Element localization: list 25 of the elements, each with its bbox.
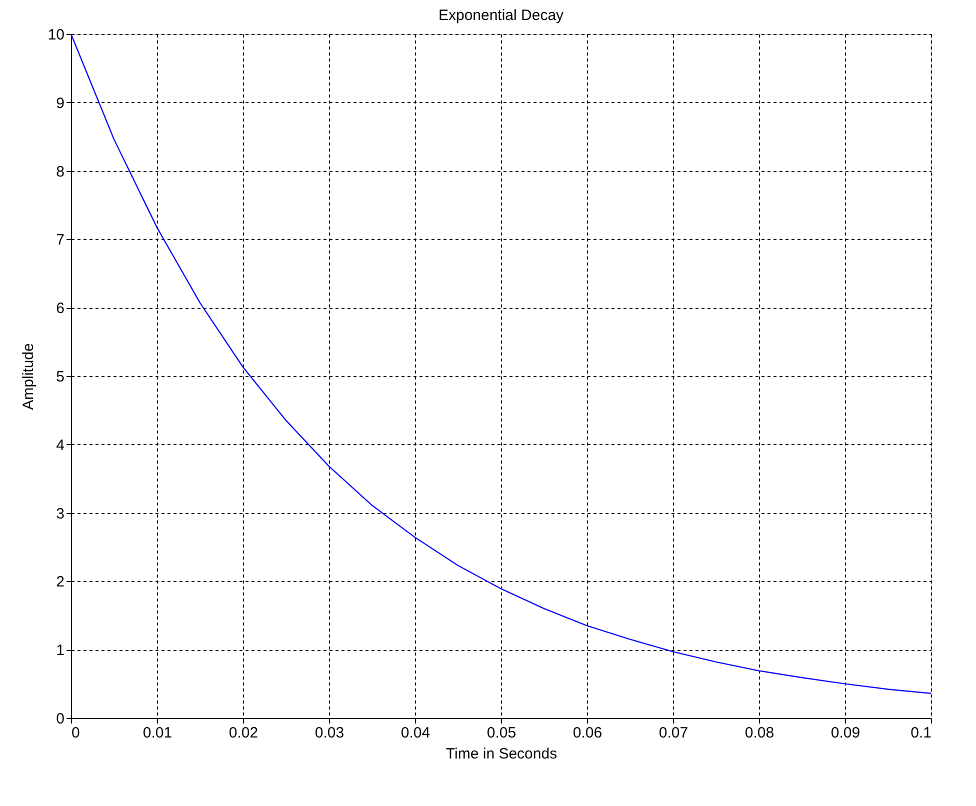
- y-tick-label: 8: [56, 163, 64, 180]
- x-tick-label: 0.04: [400, 724, 430, 742]
- y-tick-label: 0: [56, 710, 64, 728]
- x-axis-title: Time in Seconds: [446, 746, 558, 762]
- y-tick-label: 5: [56, 368, 64, 386]
- x-tick-label: 0.05: [486, 724, 516, 742]
- y-tick-label: 1: [56, 642, 64, 660]
- x-tick-label: 0.08: [744, 724, 774, 742]
- y-tick-label: 7: [56, 232, 64, 249]
- x-tick-label: 0.09: [830, 724, 860, 742]
- x-tick-label: 0: [72, 724, 80, 742]
- x-tick-label: 0.07: [658, 724, 688, 742]
- y-tick-label: 9: [56, 94, 64, 112]
- y-axis-title: Amplitude: [20, 343, 37, 410]
- x-tick-label: 0.1: [910, 724, 932, 742]
- y-tick-label: 4: [56, 436, 64, 454]
- x-tick-label: 0.02: [228, 724, 258, 742]
- y-tick-label: 3: [56, 505, 64, 522]
- x-tick-label: 0.03: [314, 724, 344, 742]
- y-tick-label: 10: [48, 26, 64, 44]
- y-tick-label: 2: [56, 574, 64, 591]
- x-tick-label: 0.01: [142, 724, 172, 742]
- chart-title: Exponential Decay: [438, 7, 564, 24]
- y-tick-label: 6: [56, 300, 64, 318]
- x-tick-label: 0.06: [572, 724, 602, 742]
